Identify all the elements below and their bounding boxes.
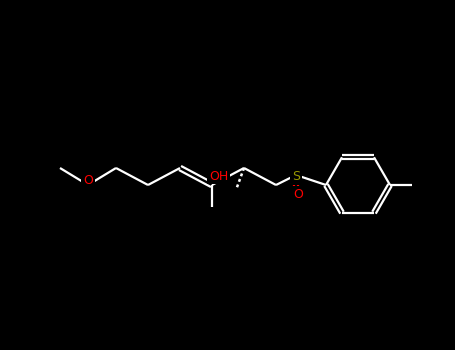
Text: O: O xyxy=(83,174,93,187)
Text: OH: OH xyxy=(209,169,228,182)
Text: O: O xyxy=(293,188,303,201)
Text: S: S xyxy=(292,170,300,183)
